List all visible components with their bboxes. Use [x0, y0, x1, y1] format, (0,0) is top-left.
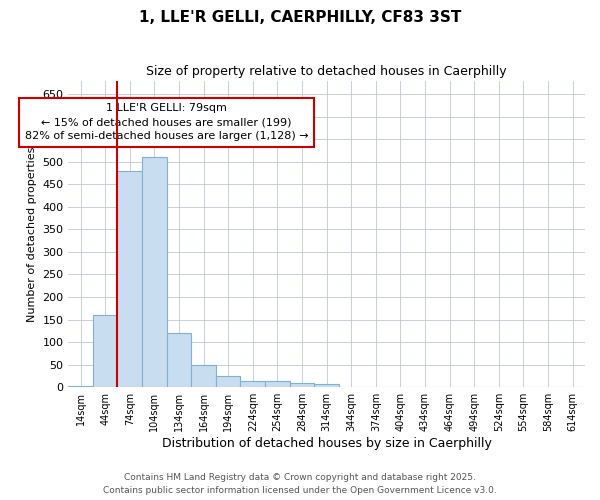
- Text: 1, LLE'R GELLI, CAERPHILLY, CF83 3ST: 1, LLE'R GELLI, CAERPHILLY, CF83 3ST: [139, 10, 461, 25]
- Title: Size of property relative to detached houses in Caerphilly: Size of property relative to detached ho…: [146, 65, 507, 78]
- Bar: [216, 376, 241, 387]
- X-axis label: Distribution of detached houses by size in Caerphilly: Distribution of detached houses by size …: [161, 437, 491, 450]
- Text: 1 LLE'R GELLI: 79sqm
← 15% of detached houses are smaller (199)
82% of semi-deta: 1 LLE'R GELLI: 79sqm ← 15% of detached h…: [25, 103, 308, 141]
- Bar: [68, 386, 93, 387]
- Bar: [118, 170, 142, 387]
- Bar: [290, 382, 314, 387]
- Bar: [265, 382, 290, 387]
- Text: Contains HM Land Registry data © Crown copyright and database right 2025.
Contai: Contains HM Land Registry data © Crown c…: [103, 474, 497, 495]
- Bar: [167, 333, 191, 387]
- Bar: [191, 364, 216, 387]
- Bar: [241, 382, 265, 387]
- Bar: [93, 315, 118, 387]
- Bar: [142, 157, 167, 387]
- Bar: [314, 384, 339, 387]
- Y-axis label: Number of detached properties: Number of detached properties: [26, 146, 37, 322]
